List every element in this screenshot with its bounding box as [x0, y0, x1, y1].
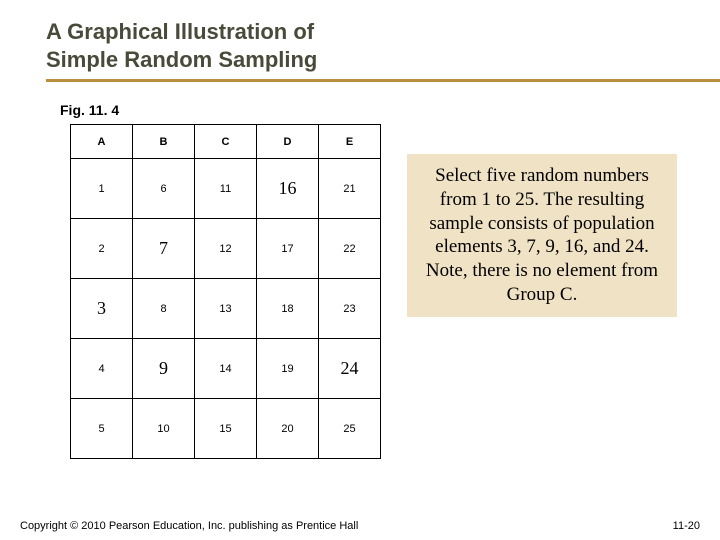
- grid-cell: 12: [195, 219, 257, 279]
- grid-cell: 24: [319, 339, 381, 399]
- content-row: ABCDE 1611162127121722381318234914192451…: [0, 118, 720, 459]
- grid-body: 1611162127121722381318234914192451015202…: [71, 159, 381, 459]
- slide-title-line1: A Graphical Illustration of: [46, 18, 720, 46]
- grid-cell: 16: [257, 159, 319, 219]
- grid-row: 27121722: [71, 219, 381, 279]
- grid-cell: 4: [71, 339, 133, 399]
- grid-cell: 3: [71, 279, 133, 339]
- footer: Copyright © 2010 Pearson Education, Inc.…: [20, 520, 700, 532]
- grid-cell: 10: [133, 399, 195, 459]
- page-number: 11-20: [673, 520, 700, 532]
- title-block: A Graphical Illustration of Simple Rando…: [0, 0, 720, 92]
- grid-cell: 9: [133, 339, 195, 399]
- grid-cell: 17: [257, 219, 319, 279]
- grid-cell: 6: [133, 159, 195, 219]
- grid-cell: 21: [319, 159, 381, 219]
- grid-cell: 7: [133, 219, 195, 279]
- grid-column-header: B: [133, 125, 195, 159]
- grid-cell: 19: [257, 339, 319, 399]
- grid-cell: 20: [257, 399, 319, 459]
- grid-row: 16111621: [71, 159, 381, 219]
- caption-box: Select five random numbers from 1 to 25.…: [407, 154, 677, 317]
- grid-column-header: E: [319, 125, 381, 159]
- grid-header-row: ABCDE: [71, 125, 381, 159]
- grid-cell: 13: [195, 279, 257, 339]
- grid-column-header: D: [257, 125, 319, 159]
- figure-label: Fig. 11. 4: [0, 92, 720, 118]
- grid-row: 49141924: [71, 339, 381, 399]
- title-underline: [46, 79, 720, 82]
- grid-cell: 15: [195, 399, 257, 459]
- grid-cell: 11: [195, 159, 257, 219]
- grid-cell: 23: [319, 279, 381, 339]
- grid-cell: 22: [319, 219, 381, 279]
- grid-cell: 25: [319, 399, 381, 459]
- grid-cell: 8: [133, 279, 195, 339]
- grid-row: 510152025: [71, 399, 381, 459]
- grid-cell: 2: [71, 219, 133, 279]
- grid-column-header: A: [71, 125, 133, 159]
- grid-cell: 1: [71, 159, 133, 219]
- grid-cell: 5: [71, 399, 133, 459]
- grid-column-header: C: [195, 125, 257, 159]
- slide-title-line2: Simple Random Sampling: [46, 46, 720, 74]
- grid-row: 38131823: [71, 279, 381, 339]
- grid-cell: 14: [195, 339, 257, 399]
- sampling-grid: ABCDE 1611162127121722381318234914192451…: [70, 124, 381, 459]
- grid-cell: 18: [257, 279, 319, 339]
- copyright-text: Copyright © 2010 Pearson Education, Inc.…: [20, 520, 358, 532]
